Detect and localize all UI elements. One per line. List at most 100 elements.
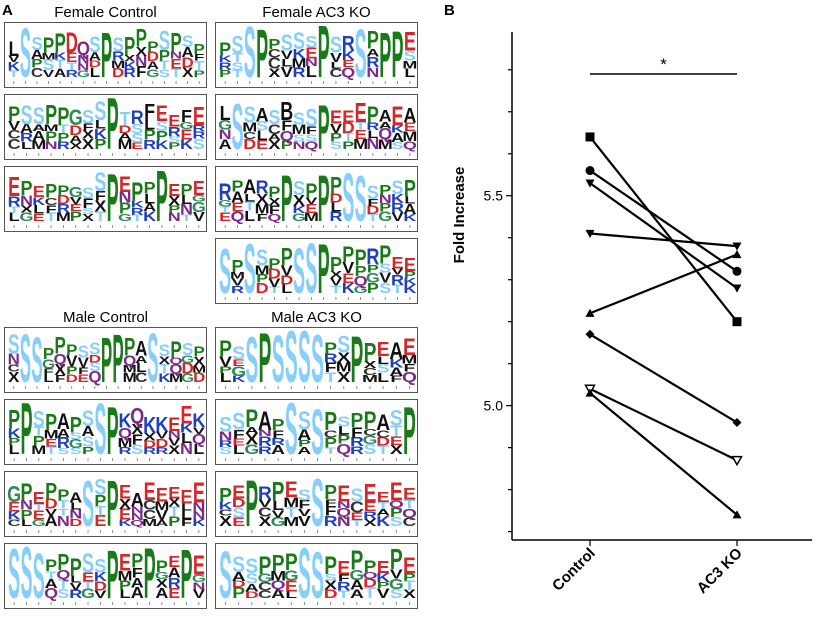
logo-letter: T bbox=[377, 501, 389, 512]
logo-letter: K bbox=[124, 59, 136, 71]
logo-letter: T bbox=[83, 580, 94, 591]
logo-letter: T bbox=[9, 205, 20, 215]
logo-letter: N bbox=[366, 135, 379, 153]
logo-letter: M bbox=[283, 515, 299, 529]
logo-letter: S bbox=[377, 362, 390, 376]
logo-letter: P bbox=[367, 279, 379, 296]
logo-letter: P bbox=[351, 545, 364, 577]
logo-letter: F bbox=[306, 125, 317, 137]
logo-letter: P bbox=[245, 404, 258, 432]
logo-letter: C bbox=[8, 128, 21, 141]
logo-letter: C bbox=[268, 55, 281, 72]
logo-letter: S bbox=[390, 515, 403, 529]
logo-letter: R bbox=[112, 50, 125, 63]
logo-letter: K bbox=[232, 374, 246, 384]
logo-letter: X bbox=[337, 350, 350, 366]
logo-letter: E bbox=[305, 45, 317, 62]
logo-letter: G bbox=[244, 442, 259, 458]
logo-letter: A bbox=[376, 508, 390, 518]
logo-letter: X bbox=[337, 368, 350, 385]
logo-letter: S bbox=[156, 119, 168, 135]
logo-letter: S bbox=[232, 504, 245, 521]
logo-letter: P bbox=[101, 328, 112, 393]
logo-letter: G bbox=[363, 434, 378, 447]
logo-letter: P bbox=[219, 337, 232, 362]
logo-letter: M bbox=[283, 494, 299, 510]
logo-letter: S bbox=[231, 95, 243, 160]
logo-letter: R bbox=[342, 32, 355, 56]
logo-letter: A bbox=[82, 424, 95, 440]
logo-letter: M bbox=[123, 363, 137, 374]
logo-letter: Q bbox=[169, 362, 182, 377]
logo-letter: Q bbox=[88, 369, 101, 386]
logo-letter: R bbox=[391, 272, 404, 288]
male-control-title: Male Control bbox=[62, 309, 149, 326]
logo-letter: P bbox=[318, 239, 330, 304]
logo-letter: D bbox=[245, 590, 259, 600]
logo-letter: E bbox=[33, 488, 45, 508]
logo-letter: P bbox=[285, 548, 298, 575]
logo-letter: P bbox=[131, 551, 143, 573]
logo-letter: M bbox=[402, 59, 417, 72]
logo-letter: S bbox=[311, 400, 324, 465]
panel-b-letter: B bbox=[444, 2, 455, 19]
logo-letter: A bbox=[403, 201, 416, 217]
data-point bbox=[731, 455, 743, 467]
logo-letter: P bbox=[20, 400, 32, 465]
logo-letter: V bbox=[78, 356, 90, 372]
logo-letter: K bbox=[32, 195, 45, 208]
logo-letter: S bbox=[256, 120, 268, 134]
logo-letter: R bbox=[131, 106, 144, 128]
logo-letter: E bbox=[364, 499, 377, 514]
logo-letter: E bbox=[181, 486, 193, 508]
logo-letter: C bbox=[219, 509, 233, 518]
logo-letter: E bbox=[119, 173, 131, 197]
logo-letter: P bbox=[281, 242, 293, 271]
logo-letter: E bbox=[193, 178, 205, 200]
logo-letter: E bbox=[119, 549, 131, 576]
logo-letter: S bbox=[245, 328, 258, 393]
logo-letter: E bbox=[156, 102, 168, 126]
logo-letter: P bbox=[124, 333, 135, 361]
logo-letter: L bbox=[244, 192, 255, 205]
logo-letter: E bbox=[337, 557, 350, 579]
logo-letter: L bbox=[338, 425, 350, 437]
logo-letter: S bbox=[245, 555, 258, 578]
logo-letter: S bbox=[231, 60, 243, 73]
logo-letter: X bbox=[119, 495, 131, 512]
logo-letter: K bbox=[342, 49, 356, 63]
logo-letter: S bbox=[298, 407, 311, 435]
logo-letter: P bbox=[392, 23, 404, 88]
y-tick-label: 5.5 bbox=[484, 188, 504, 204]
logo-letter: V bbox=[193, 588, 206, 602]
logo-letter: S bbox=[232, 343, 245, 363]
logo-letter: E bbox=[351, 511, 364, 523]
logo-letter: S bbox=[8, 328, 19, 359]
logo-letter: V bbox=[281, 49, 294, 63]
logo-letter: T bbox=[95, 504, 106, 518]
logo-letter: P bbox=[403, 572, 416, 583]
logo-letter: E bbox=[170, 57, 181, 72]
logo-letter: A bbox=[131, 489, 144, 511]
logo-letter: R bbox=[363, 510, 378, 522]
logo-letter: A bbox=[32, 123, 46, 134]
logo-letter: A bbox=[69, 490, 82, 506]
logo-letter: R bbox=[155, 446, 169, 457]
logo-letter: K bbox=[219, 54, 233, 64]
logo-letter: N bbox=[118, 189, 131, 206]
logo-letter: K bbox=[376, 512, 390, 529]
logo-letter: P bbox=[404, 176, 416, 202]
logo-letter: G bbox=[118, 212, 132, 223]
logo-letter: S bbox=[31, 328, 42, 393]
logo-letter: X bbox=[131, 420, 143, 437]
logo-letter: P bbox=[367, 26, 379, 55]
logo-letter: S bbox=[182, 339, 193, 359]
logo-letter: P bbox=[318, 95, 330, 160]
logo-letter: X bbox=[194, 355, 205, 370]
